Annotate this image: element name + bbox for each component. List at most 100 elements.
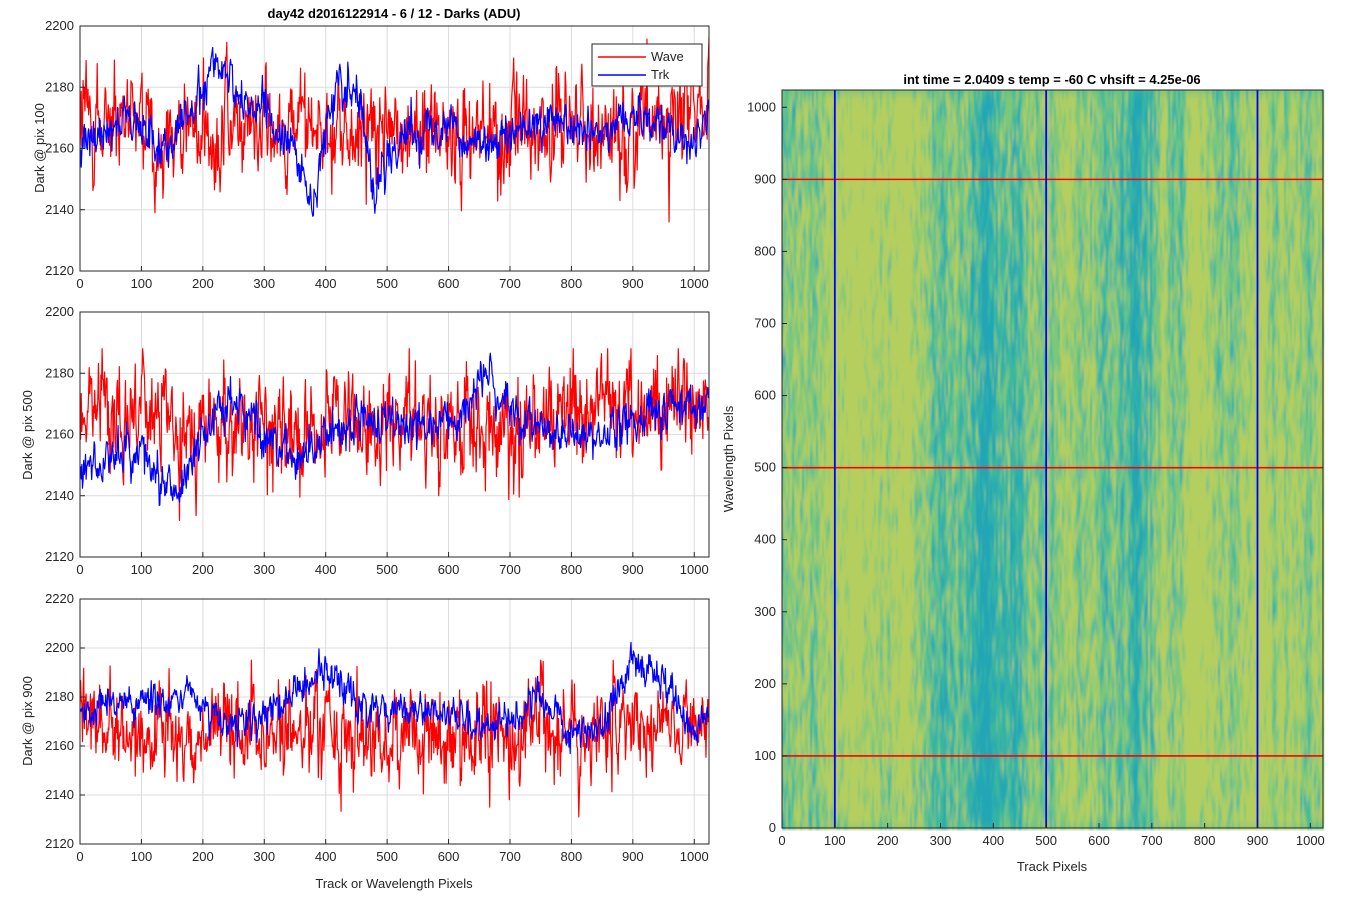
heatmap-cell <box>822 180 824 190</box>
heatmap-cell <box>1186 100 1188 110</box>
heatmap-cell <box>918 110 920 120</box>
heatmap-cell <box>916 180 918 190</box>
heatmap-cell <box>1198 140 1200 150</box>
heatmap-cell <box>842 230 844 240</box>
heatmap-cell <box>1064 180 1066 190</box>
heatmap-cell <box>1126 210 1128 220</box>
heatmap-cell <box>828 140 830 150</box>
heatmap-cell <box>878 220 880 230</box>
heatmap-cell <box>1176 180 1178 190</box>
heatmap-cell <box>1296 100 1298 110</box>
heatmap-cell <box>850 180 852 190</box>
heatmap-cell <box>1150 110 1152 120</box>
heatmap-cell <box>1220 240 1222 250</box>
heatmap-cell <box>1212 220 1214 230</box>
heatmap-cell <box>896 200 898 210</box>
x-tick-label: 100 <box>131 562 153 577</box>
heatmap-cell <box>1210 230 1212 240</box>
heatmap-cell <box>916 160 918 170</box>
heatmap-cell <box>872 150 874 160</box>
heatmap-cell <box>1248 190 1250 200</box>
heatmap-cell <box>1086 150 1088 160</box>
heatmap-cell <box>1168 190 1170 200</box>
heatmap-cell <box>1296 230 1298 240</box>
heatmap-cell <box>1144 150 1146 160</box>
heatmap-cell <box>1002 90 1004 100</box>
heatmap-cell <box>920 260 922 270</box>
heatmap-cell <box>898 140 900 150</box>
heatmap-cell <box>1100 230 1102 240</box>
heatmap-cell <box>1184 140 1186 150</box>
heatmap-cell <box>1138 130 1140 140</box>
heatmap-cell <box>1118 140 1120 150</box>
heatmap-cell <box>842 190 844 200</box>
heatmap-cell <box>1252 160 1254 170</box>
heatmap-cell <box>872 160 874 170</box>
heatmap-cell <box>1174 100 1176 110</box>
heatmap-cell <box>1216 230 1218 240</box>
heatmap-cell <box>884 260 886 270</box>
heatmap-cell <box>1018 110 1020 120</box>
heatmap-cell <box>924 130 926 140</box>
heatmap-cell <box>910 200 912 210</box>
heatmap-cell <box>910 100 912 110</box>
heatmap-cell <box>1230 210 1232 220</box>
heatmap-cell <box>1002 260 1004 270</box>
heatmap-cell <box>926 110 928 120</box>
heatmap-cell <box>990 220 992 230</box>
heatmap-cell <box>908 120 910 130</box>
heatmap-cell <box>1294 160 1296 170</box>
heatmap-cell <box>1284 100 1286 110</box>
heatmap-cell <box>960 210 962 220</box>
heatmap-cell <box>804 130 806 140</box>
heatmap-cell <box>1154 240 1156 250</box>
heatmap-cell <box>1162 230 1164 240</box>
heatmap-cell <box>820 210 822 220</box>
heatmap-cell <box>932 160 934 170</box>
heatmap-cell <box>1038 250 1040 260</box>
heatmap-cell <box>1318 130 1320 140</box>
heatmap-cell <box>1040 240 1042 250</box>
heatmap-cell <box>1166 210 1168 220</box>
heatmap-cell <box>814 120 816 130</box>
heatmap-cell <box>972 120 974 130</box>
heatmap-cell <box>804 240 806 250</box>
heatmap-cell <box>1070 210 1072 220</box>
heatmap-cell <box>1278 100 1280 110</box>
heatmap-cell <box>812 110 814 120</box>
heatmap-cell <box>1264 100 1266 110</box>
heatmap-cell <box>902 120 904 130</box>
heatmap-cell <box>1192 100 1194 110</box>
heatmap-cell <box>856 220 858 230</box>
heatmap-cell <box>1004 190 1006 200</box>
heatmap-cell <box>1092 140 1094 150</box>
heatmap-cell <box>862 230 864 240</box>
heatmap-cell <box>1050 190 1052 200</box>
heatmap-cell <box>856 90 858 100</box>
heatmap-cell <box>882 150 884 160</box>
heatmap-cell <box>1158 200 1160 210</box>
heatmap-cell <box>1276 150 1278 160</box>
heatmap-cell <box>1180 140 1182 150</box>
heatmap-cell <box>1102 180 1104 190</box>
heatmap-cell <box>790 160 792 170</box>
heatmap-cell <box>966 180 968 190</box>
heatmap-cell <box>1112 110 1114 120</box>
heatmap-cell <box>994 240 996 250</box>
heatmap-cell <box>880 230 882 240</box>
heatmap-cell <box>1254 190 1256 200</box>
heatmap-cell <box>1286 230 1288 240</box>
heatmap-cell <box>1062 240 1064 250</box>
heatmap-cell <box>1050 250 1052 260</box>
heatmap-cell <box>1146 180 1148 190</box>
heatmap-cell <box>1232 240 1234 250</box>
heatmap-cell <box>1238 160 1240 170</box>
heatmap-cell <box>1174 180 1176 190</box>
heatmap-cell <box>932 260 934 270</box>
heatmap-cell <box>838 210 840 220</box>
x-tick-label: 800 <box>561 562 583 577</box>
heatmap-cell <box>1148 190 1150 200</box>
heatmap-cell <box>1172 150 1174 160</box>
heatmap-cell <box>1226 180 1228 190</box>
heatmap-cell <box>1118 260 1120 270</box>
